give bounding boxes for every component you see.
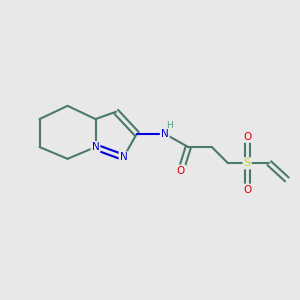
Text: O: O [177, 166, 185, 176]
Text: N: N [161, 129, 169, 139]
Text: S: S [244, 158, 251, 168]
Text: O: O [243, 132, 251, 142]
Text: N: N [92, 142, 99, 152]
Text: H: H [166, 121, 173, 130]
Text: N: N [120, 152, 128, 162]
Text: O: O [243, 185, 251, 195]
